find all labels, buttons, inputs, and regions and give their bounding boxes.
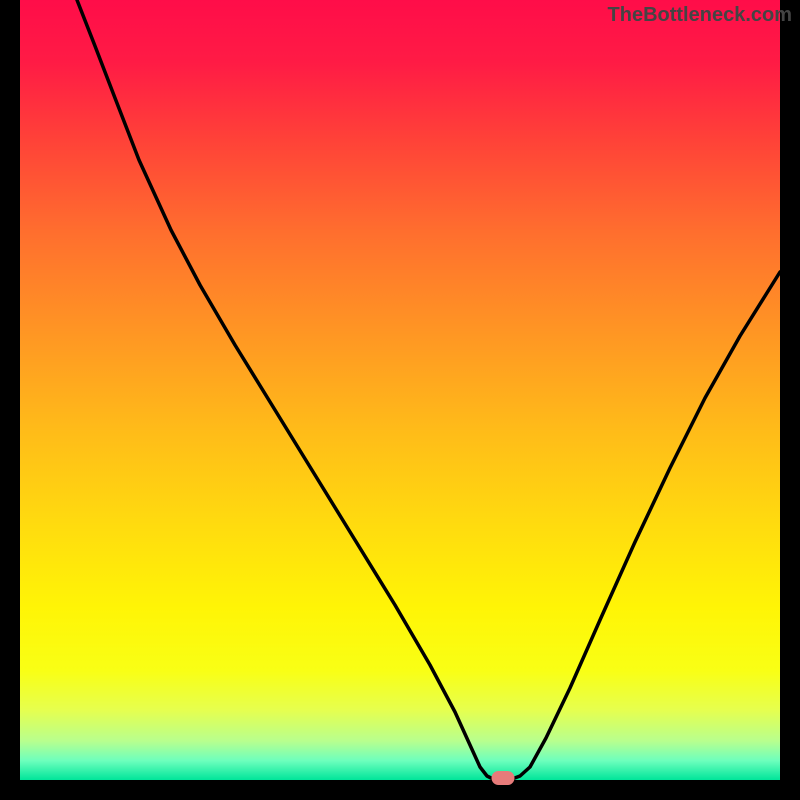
watermark-text: TheBottleneck.com [608, 4, 792, 27]
plot-background [20, 0, 780, 780]
optimal-marker [492, 772, 514, 785]
bottleneck-chart [0, 0, 800, 800]
chart-container: TheBottleneck.com [0, 0, 800, 800]
